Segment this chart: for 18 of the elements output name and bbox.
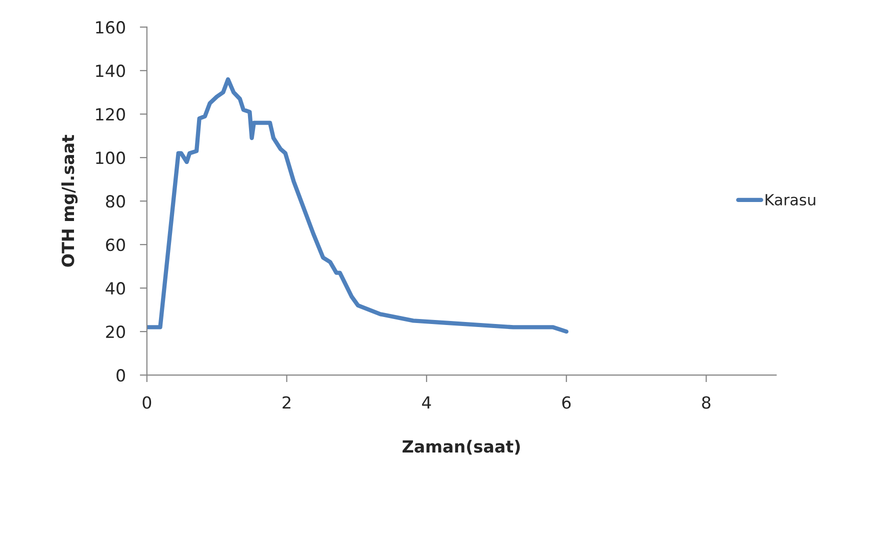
x-tick-label: 0 xyxy=(142,396,152,409)
y-tick-label: 60 xyxy=(106,238,125,252)
y-axis-title: OTH mg/l.saat xyxy=(61,134,78,267)
x-tick-label: 4 xyxy=(422,396,431,409)
x-tick-label: 8 xyxy=(702,396,710,409)
x-tick-label: 2 xyxy=(282,396,290,409)
x-tick-label: 6 xyxy=(562,396,571,409)
y-tick-label: 120 xyxy=(96,108,125,121)
y-tick-label: 20 xyxy=(106,326,125,338)
legend-label: Karasu xyxy=(766,194,816,206)
y-tick-label: 80 xyxy=(106,195,125,208)
y-tick-label: 40 xyxy=(106,282,125,295)
y-tick-label: 140 xyxy=(96,64,125,78)
y-tick-label: 160 xyxy=(96,21,125,34)
y-tick-label: 0 xyxy=(116,369,125,382)
line-series xyxy=(146,77,568,334)
x-axis-title: Zaman(saat) xyxy=(402,440,520,455)
y-tick-label: 100 xyxy=(96,152,125,164)
